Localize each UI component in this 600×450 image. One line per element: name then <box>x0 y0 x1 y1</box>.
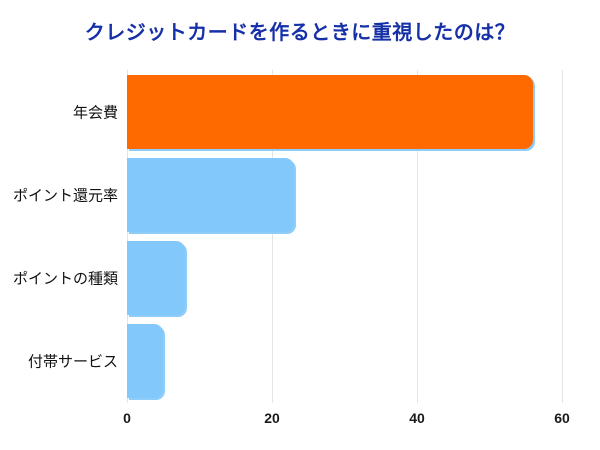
x-axis-tick-label: 20 <box>264 410 280 426</box>
category-label: ポイント還元率 <box>12 187 118 205</box>
gridline-40 <box>417 70 418 403</box>
chart-title: クレジットカードを作るときに重視したのは？ <box>84 22 516 44</box>
bar-row: ポイント還元率 <box>13 153 577 236</box>
bar-row: 付帯サービス <box>28 320 577 403</box>
x-axis-tick-label: 40 <box>409 410 425 426</box>
bar-年会費 <box>127 74 533 149</box>
gridline-0 <box>127 70 128 403</box>
category-label: 付帯サービス <box>27 353 118 371</box>
x-axis: 0 20 40 60 <box>123 410 577 432</box>
x-axis-tick-label: 60 <box>554 410 570 426</box>
x-axis-tick-label: 0 <box>123 410 131 426</box>
bar-ポイントの種類 <box>127 241 185 316</box>
bar-row: ポイントの種類 <box>13 237 577 320</box>
bar-付帯サービス <box>127 324 164 399</box>
category-label: 年会費 <box>72 104 118 122</box>
gridline-20 <box>272 70 273 403</box>
gridline-60 <box>562 70 563 403</box>
category-label: ポイントの種類 <box>12 270 118 288</box>
bar-rows-group: 年会費ポイント還元率 ポイントの種類付帯サービス <box>13 70 577 403</box>
bar-row: 年会費 <box>73 70 577 153</box>
plot-area: 年会費ポイント還元率 ポイントの種類付帯サービス 0 20 40 60 <box>13 70 577 426</box>
bar-ポイント還元率 <box>127 157 294 232</box>
